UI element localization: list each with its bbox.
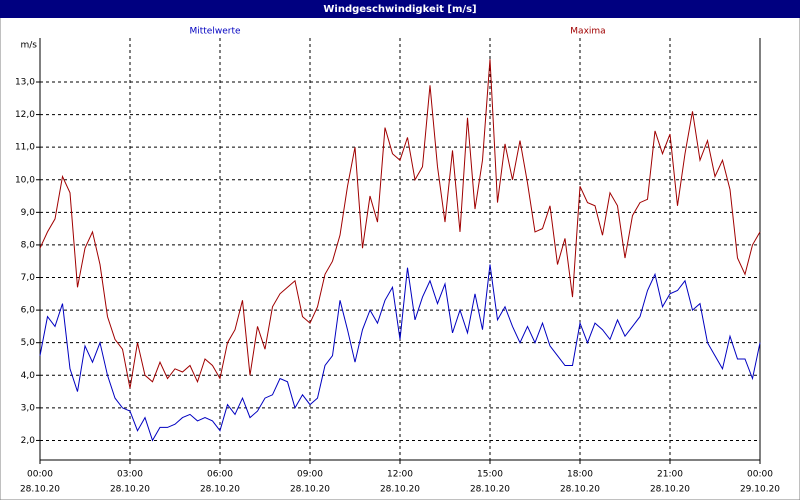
x-tick-date: 28.10.20 [650, 485, 690, 495]
y-tick-label: 9,0 [21, 208, 36, 218]
x-tick-label: 06:00 [207, 470, 233, 480]
y-tick-label: 7,0 [21, 273, 36, 283]
x-tick-label: 12:00 [387, 470, 413, 480]
y-tick-label: 12,0 [15, 110, 35, 120]
series-line [39, 264, 761, 442]
x-tick-date: 28.10.20 [560, 485, 600, 495]
x-tick-label: 00:00 [747, 470, 773, 480]
series-line [39, 59, 761, 389]
x-tick-label: 21:00 [657, 470, 683, 480]
y-axis-unit: m/s [21, 41, 38, 51]
x-tick-label: 18:00 [567, 470, 593, 480]
legend-label: Maxima [570, 27, 605, 37]
title-bar [0, 0, 800, 18]
y-tick-label: 3,0 [21, 403, 36, 413]
y-tick-label: 2,0 [21, 436, 36, 446]
x-tick-date: 28.10.20 [470, 485, 510, 495]
x-tick-date: 28.10.20 [20, 485, 60, 495]
x-tick-date: 28.10.20 [110, 485, 150, 495]
legend-label: Mittelwerte [189, 27, 240, 37]
y-tick-label: 13,0 [15, 77, 35, 87]
x-tick-label: 15:00 [477, 470, 503, 480]
x-tick-date: 28.10.20 [200, 485, 240, 495]
chart-title: Windgeschwindigkeit [m/s] [323, 4, 476, 15]
x-tick-label: 09:00 [297, 470, 323, 480]
x-tick-date: 29.10.20 [740, 485, 780, 495]
y-tick-label: 6,0 [21, 306, 36, 316]
y-tick-label: 8,0 [21, 240, 36, 250]
y-tick-label: 10,0 [15, 175, 35, 185]
x-tick-label: 03:00 [117, 470, 143, 480]
x-tick-label: 00:00 [27, 470, 53, 480]
x-tick-date: 28.10.20 [290, 485, 330, 495]
y-tick-label: 4,0 [21, 371, 36, 381]
y-tick-label: 11,0 [15, 143, 35, 153]
x-tick-date: 28.10.20 [380, 485, 420, 495]
y-tick-label: 5,0 [21, 338, 36, 348]
